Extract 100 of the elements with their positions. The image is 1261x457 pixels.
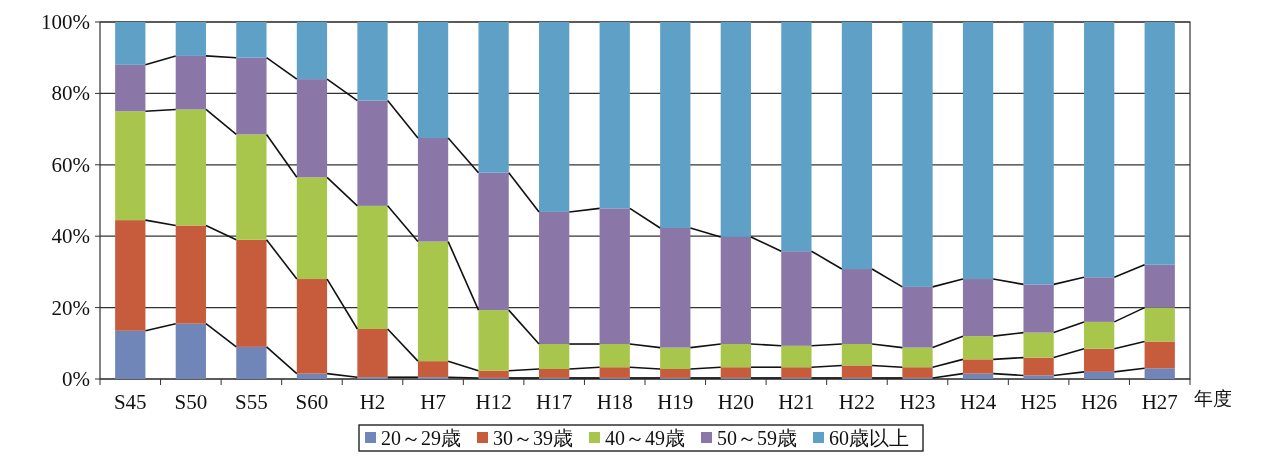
bar (175, 55, 206, 110)
x-tick-label: H24 (959, 390, 997, 414)
y-tick-label: 20% (51, 295, 90, 320)
bar (962, 279, 994, 337)
bar (841, 344, 873, 366)
bar (599, 367, 630, 378)
bar (1144, 264, 1175, 308)
bar (236, 22, 267, 58)
bar (296, 177, 328, 280)
x-tick-label: S45 (113, 390, 147, 414)
x-tick-label: H21 (778, 390, 815, 414)
bar (296, 279, 328, 374)
bar (296, 79, 328, 178)
bar (720, 367, 751, 378)
bar (1084, 277, 1115, 322)
bar (1023, 375, 1054, 379)
legend-label: 30～39歳 (493, 427, 573, 449)
bar (115, 64, 146, 112)
bar (115, 330, 146, 379)
bar (175, 225, 206, 324)
bar (1144, 307, 1175, 342)
bar (539, 344, 570, 369)
x-tick-label: H26 (1081, 390, 1118, 414)
bar (1023, 332, 1054, 358)
bar (1023, 357, 1054, 376)
bar (1084, 321, 1115, 349)
y-tick-label: 80% (51, 81, 90, 106)
bar (720, 22, 751, 237)
bar (115, 220, 146, 331)
x-tick-label: S50 (174, 390, 208, 414)
bar (236, 134, 267, 240)
bar (478, 172, 509, 311)
bar (115, 22, 146, 65)
bar (478, 22, 509, 173)
x-axis-title: 年度 (1194, 388, 1232, 409)
bar (417, 241, 449, 362)
bar (357, 22, 388, 101)
x-tick-label: H25 (1020, 390, 1057, 414)
bar (539, 211, 570, 345)
bar (660, 22, 691, 228)
bar (236, 346, 267, 379)
bar (902, 347, 933, 368)
x-tick-label: H19 (657, 390, 694, 414)
bar (962, 373, 994, 379)
x-tick-label: H17 (536, 390, 573, 414)
bar (841, 365, 873, 378)
bar (962, 359, 994, 374)
bar (1144, 22, 1175, 265)
bar (357, 329, 388, 378)
bar (902, 286, 933, 348)
bar (599, 208, 630, 345)
legend-label: 20～29歳 (381, 427, 461, 449)
x-tick-label: H12 (475, 390, 512, 414)
bar (781, 367, 812, 378)
bar (478, 310, 509, 371)
bar (175, 323, 206, 379)
bar (115, 111, 146, 221)
bar (962, 22, 994, 280)
bar (296, 22, 328, 80)
y-tick-label: 40% (51, 224, 90, 249)
bar (781, 345, 812, 368)
bar (539, 369, 570, 378)
bar (1144, 368, 1175, 379)
bar (781, 251, 812, 346)
bar (1144, 341, 1175, 369)
x-tick-label: S55 (235, 390, 268, 414)
bar (1023, 284, 1054, 333)
bar (478, 370, 509, 378)
x-tick-label: H20 (717, 390, 754, 414)
bar (599, 22, 630, 209)
bar (236, 239, 267, 347)
y-tick-label: 100% (41, 10, 90, 34)
bar (962, 336, 994, 360)
x-tick-label: H22 (838, 390, 876, 414)
bar (720, 344, 751, 368)
bar (175, 22, 206, 56)
y-tick-label: 0% (62, 367, 90, 391)
bar (599, 344, 630, 368)
bar (357, 205, 388, 330)
legend-label: 50～59歳 (717, 427, 797, 449)
x-tick-label: H2 (359, 390, 386, 414)
bar (296, 373, 328, 379)
bar (1023, 22, 1054, 285)
bar (417, 138, 449, 242)
bar (417, 361, 449, 378)
bar (660, 227, 691, 348)
bar (1084, 371, 1115, 379)
bar (175, 109, 206, 226)
bar (1084, 348, 1115, 372)
bar (902, 22, 933, 287)
bar (902, 367, 933, 378)
x-tick-label: H7 (420, 390, 446, 414)
x-tick-label: S60 (295, 390, 329, 414)
bar (841, 22, 873, 270)
x-tick-label: H23 (899, 390, 936, 414)
x-tick-label: H18 (596, 390, 633, 414)
bar (660, 347, 691, 369)
bar (841, 269, 873, 345)
x-tick-label: H27 (1141, 390, 1178, 414)
bar (539, 22, 570, 212)
